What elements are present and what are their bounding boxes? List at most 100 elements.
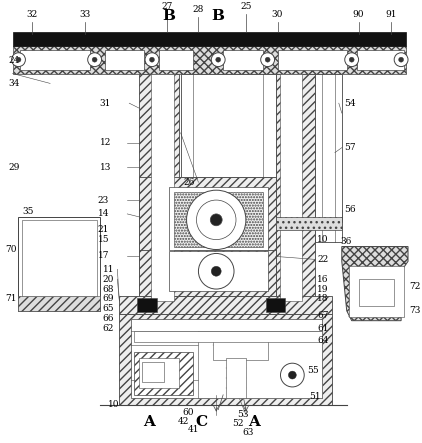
Bar: [223, 50, 262, 70]
Text: B: B: [162, 9, 175, 23]
Bar: [151, 74, 174, 301]
Bar: [159, 50, 193, 70]
Text: 60: 60: [183, 408, 194, 417]
Bar: [213, 335, 268, 360]
Text: 51: 51: [309, 392, 321, 401]
Text: 71: 71: [5, 295, 17, 303]
Text: 31: 31: [100, 99, 111, 108]
Circle shape: [187, 190, 246, 249]
Text: 21: 21: [97, 225, 109, 234]
Circle shape: [288, 371, 296, 379]
Text: 24: 24: [8, 56, 20, 65]
Bar: [139, 74, 179, 306]
Text: 53: 53: [237, 410, 249, 419]
Circle shape: [349, 57, 354, 62]
Bar: [276, 74, 315, 306]
Bar: [13, 46, 406, 74]
Text: 22: 22: [317, 255, 328, 264]
Text: 19: 19: [317, 284, 329, 294]
Bar: [226, 358, 246, 398]
Bar: [279, 74, 302, 301]
Bar: [357, 50, 404, 70]
Bar: [349, 266, 404, 317]
Text: 54: 54: [344, 99, 355, 108]
Bar: [278, 50, 347, 70]
Bar: [22, 220, 97, 296]
Bar: [139, 358, 179, 388]
Text: 16: 16: [317, 275, 329, 284]
Text: A: A: [143, 415, 155, 428]
Text: 64: 64: [317, 336, 329, 345]
Text: 35: 35: [22, 207, 34, 217]
Circle shape: [145, 53, 159, 66]
Text: 61: 61: [317, 324, 329, 333]
Bar: [169, 252, 268, 291]
Text: 26: 26: [184, 178, 195, 187]
Bar: [13, 32, 406, 46]
Text: 10: 10: [108, 400, 119, 409]
Text: 52: 52: [232, 419, 244, 428]
Text: 14: 14: [97, 210, 109, 218]
Circle shape: [149, 57, 154, 62]
Circle shape: [210, 214, 222, 226]
Bar: [105, 50, 144, 70]
Circle shape: [198, 253, 234, 289]
Bar: [119, 314, 332, 405]
Circle shape: [265, 57, 270, 62]
Bar: [139, 177, 276, 252]
Bar: [19, 217, 100, 311]
Text: 66: 66: [103, 314, 114, 323]
Text: 91: 91: [385, 10, 397, 19]
Text: 55: 55: [307, 365, 319, 375]
Circle shape: [216, 57, 221, 62]
Text: 68: 68: [103, 284, 114, 294]
Text: 20: 20: [103, 275, 114, 284]
Bar: [276, 217, 342, 230]
Circle shape: [11, 53, 25, 66]
Text: 69: 69: [103, 295, 114, 303]
Text: 17: 17: [97, 251, 109, 260]
Text: 12: 12: [100, 138, 111, 147]
Text: 56: 56: [344, 206, 355, 214]
Bar: [134, 352, 193, 395]
Bar: [134, 330, 322, 342]
Text: 62: 62: [103, 324, 114, 333]
Text: 10: 10: [317, 235, 329, 244]
Text: 70: 70: [5, 245, 17, 254]
Bar: [137, 298, 157, 312]
Bar: [119, 296, 332, 314]
Text: 34: 34: [8, 79, 20, 88]
Text: 65: 65: [103, 304, 114, 313]
Text: 15: 15: [97, 235, 109, 244]
Circle shape: [197, 200, 236, 240]
Circle shape: [399, 57, 403, 62]
Circle shape: [211, 53, 225, 66]
Bar: [181, 74, 276, 177]
Text: 11: 11: [103, 265, 114, 274]
Text: 25: 25: [240, 2, 252, 11]
Text: 18: 18: [317, 295, 329, 303]
Polygon shape: [342, 247, 408, 321]
Text: B: B: [212, 9, 225, 23]
Circle shape: [88, 53, 102, 66]
Circle shape: [261, 53, 275, 66]
Text: 63: 63: [242, 428, 254, 437]
Text: 42: 42: [178, 417, 189, 426]
Circle shape: [92, 57, 97, 62]
Text: 28: 28: [193, 5, 204, 14]
Circle shape: [211, 266, 221, 276]
Bar: [21, 50, 90, 70]
Text: 41: 41: [188, 425, 199, 434]
Text: 36: 36: [341, 237, 352, 246]
Text: 13: 13: [100, 163, 111, 172]
Text: 32: 32: [27, 10, 38, 19]
Text: A: A: [248, 415, 260, 428]
Bar: [266, 298, 285, 312]
Circle shape: [394, 53, 408, 66]
Text: 27: 27: [161, 2, 173, 11]
Text: 72: 72: [409, 282, 420, 291]
Circle shape: [281, 363, 304, 387]
Text: 73: 73: [409, 306, 420, 315]
Text: 67: 67: [317, 311, 329, 320]
Circle shape: [16, 57, 21, 62]
